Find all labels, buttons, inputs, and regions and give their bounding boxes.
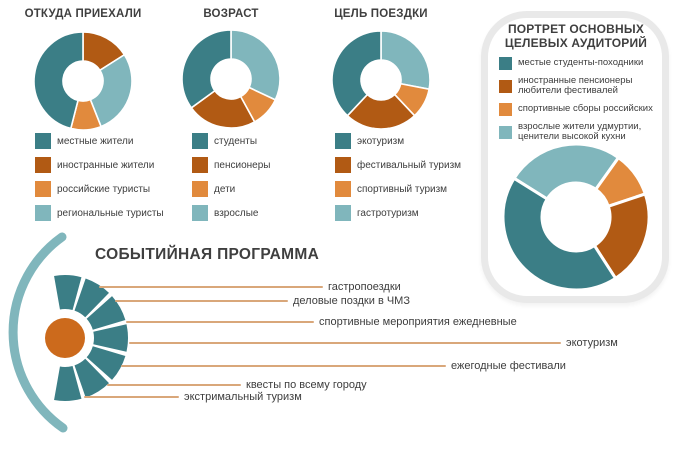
orange-swatch <box>192 181 208 197</box>
teal-swatch <box>499 57 512 70</box>
event-label: деловые поздки в ЧМЗ <box>293 295 410 307</box>
donut-slice-teal <box>181 29 232 109</box>
legend-label: спортивный туризм <box>357 183 448 195</box>
donut-slice-light_teal <box>89 53 133 128</box>
legend-item: иностранные жители <box>35 157 164 173</box>
legend-item: экотуризм <box>335 133 461 149</box>
fan-wedge <box>93 324 129 352</box>
legend-item: российские туристы <box>35 181 164 197</box>
rust-swatch <box>35 157 51 173</box>
legend-label: взрослые <box>214 207 259 219</box>
event-label: спортивные мероприятия ежедневные <box>319 316 517 328</box>
legend-item: спортивный туризм <box>335 181 461 197</box>
legend-item: пенсионеры <box>192 157 270 173</box>
fan-wedge <box>54 365 82 401</box>
donut-slice-teal <box>501 176 618 292</box>
legend-label: иностранные пенсионеры любители фестивале… <box>518 75 633 97</box>
event-label: квесты по всему городу <box>246 379 367 391</box>
donut-slice-light_teal <box>230 29 281 101</box>
teal-swatch <box>335 133 351 149</box>
panel-title-target-audiences: ПОРТРЕТ ОСНОВНЫХ ЦЕЛЕВЫХ АУДИТОРИЙ <box>490 22 662 50</box>
donut-slice-light_teal <box>512 142 620 201</box>
fan-wedge <box>86 346 126 380</box>
orange-swatch <box>335 181 351 197</box>
legend-item: студенты <box>192 133 270 149</box>
fan-wedge <box>74 358 109 398</box>
legend-label: дети <box>214 183 236 195</box>
section-title-event-program: СОБЫТИЙНАЯ ПРОГРАММА <box>95 246 320 263</box>
legend-label: спортивные сборы российских <box>518 103 653 115</box>
orange-swatch <box>499 102 512 116</box>
fan-wedge <box>54 275 82 311</box>
legend-origin: местные жители иностранные жители российск… <box>35 133 164 221</box>
donut-slice-teal <box>33 31 84 130</box>
chart-title-age: ВОЗРАСТ <box>203 8 259 20</box>
legend-label: студенты <box>214 135 258 147</box>
fan-wedge <box>74 278 109 318</box>
legend-label: взрослые жители удмуртии, ценители высоко… <box>518 120 642 143</box>
light_teal-swatch <box>35 205 51 221</box>
legend-trip-purpose: экотуризм фестивальный туризм спортивный т… <box>335 133 461 221</box>
legend-item: спортивные сборы российских <box>499 102 653 116</box>
light_teal-swatch <box>335 205 351 221</box>
legend-item: иностранные пенсионеры любители фестивале… <box>499 75 653 97</box>
chart-title-trip-purpose: ЦЕЛЬ ПОЕЗДКИ <box>334 8 428 20</box>
legend-label: местые студенты-походники <box>518 57 644 69</box>
event-label: гастропоездки <box>328 281 401 293</box>
event-label: ежегодные фестивали <box>451 360 566 372</box>
fan-wedge <box>86 296 126 330</box>
teal-swatch <box>192 133 208 149</box>
rust-swatch <box>192 157 208 173</box>
donut-slice-light_teal <box>380 30 431 90</box>
crescent-arc <box>8 232 68 433</box>
panel-title-line-1: ПОРТРЕТ ОСНОВНЫХ <box>507 22 645 36</box>
rust-swatch <box>335 157 351 173</box>
legend-target-audiences: местые студенты-походники иностранные пен… <box>499 57 653 143</box>
event-label: экстримальный туризм <box>184 391 302 403</box>
fan-center-circle <box>45 318 85 358</box>
event-label: экотуризм <box>566 337 618 349</box>
teal-swatch <box>35 133 51 149</box>
legend-label: российские туристы <box>57 183 151 195</box>
light_teal-swatch <box>192 205 208 221</box>
legend-item: дети <box>192 181 270 197</box>
legend-label: иностранные жители <box>57 159 155 171</box>
legend-label: гастротуризм <box>357 207 419 219</box>
rust-swatch <box>499 79 512 93</box>
donut-slice-rust <box>190 89 256 129</box>
legend-item: местные жители <box>35 133 164 149</box>
donut-slice-teal <box>331 30 382 117</box>
legend-item: местые студенты-походники <box>499 57 653 70</box>
legend-label: экотуризм <box>357 135 405 147</box>
legend-item: взрослые жители удмуртии, ценители высоко… <box>499 120 653 143</box>
legend-item: взрослые <box>192 205 270 221</box>
legend-age: студенты пенсионеры дети взрослые <box>192 133 270 221</box>
panel-title-line-2: ЦЕЛЕВЫХ АУДИТОРИЙ <box>504 36 648 51</box>
legend-label: региональные туристы <box>57 207 164 219</box>
legend-label: фестивальный туризм <box>357 159 462 171</box>
legend-item: гастротуризм <box>335 205 461 221</box>
light_teal-swatch <box>499 125 512 139</box>
legend-item: региональные туристы <box>35 205 164 221</box>
legend-label: пенсионеры <box>214 159 271 171</box>
chart-title-origin: ОТКУДА ПРИЕХАЛИ <box>24 8 142 20</box>
legend-label: местные жители <box>57 135 134 147</box>
legend-item: фестивальный туризм <box>335 157 461 173</box>
orange-swatch <box>35 181 51 197</box>
